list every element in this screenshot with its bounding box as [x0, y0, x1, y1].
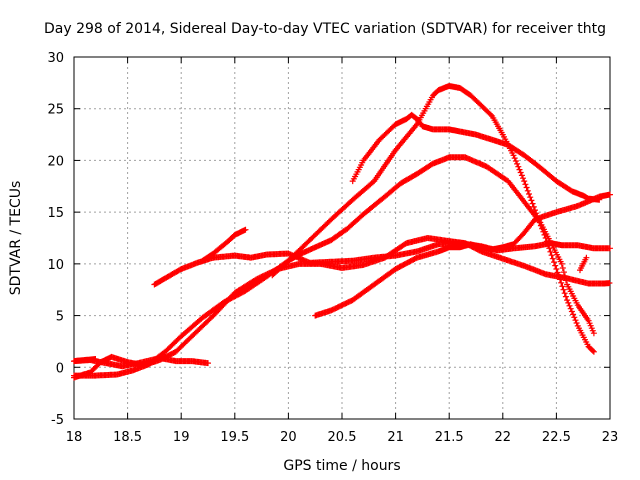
series-markers	[312, 191, 613, 319]
y-axis-label: SDTVAR / TECUs	[8, 181, 24, 296]
series-track-e	[151, 240, 613, 288]
series-track-g	[269, 154, 597, 337]
x-tick-label: 19.5	[220, 430, 249, 445]
series-markers	[151, 240, 613, 288]
x-tick-label: 21	[387, 430, 404, 445]
x-tick-label: 22.5	[542, 430, 571, 445]
x-tick-label: 20.5	[328, 430, 357, 445]
x-tick-label: 21.5	[435, 430, 464, 445]
grid	[74, 57, 610, 419]
y-tick-label: 30	[47, 51, 64, 66]
x-tick-label: 22	[495, 430, 512, 445]
y-tick-label: 20	[47, 154, 64, 169]
x-tick-label: 20	[280, 430, 297, 445]
series-markers	[269, 154, 597, 337]
x-axis-label: GPS time / hours	[283, 458, 400, 474]
series	[71, 83, 613, 381]
series-track-j	[71, 356, 99, 365]
x-tick-label: 19	[173, 430, 190, 445]
series-markers	[71, 356, 99, 365]
y-tick-label: 10	[47, 258, 64, 273]
ticks: 18 18.5 19 19.5 20 20.5 21 21.5 22 22.5 23 -5 0 5 10 15…	[47, 51, 618, 445]
y-tick-label: -5	[51, 413, 64, 428]
series-markers	[71, 83, 597, 379]
x-tick-label: 23	[602, 430, 619, 445]
series-track-a	[71, 83, 597, 379]
x-tick-label: 18	[66, 430, 83, 445]
series-markers	[349, 111, 603, 203]
series-track-i	[577, 254, 590, 274]
y-tick-label: 5	[56, 310, 64, 325]
y-tick-label: 0	[56, 361, 64, 376]
x-tick-label: 18.5	[113, 430, 142, 445]
series-track-f	[312, 191, 613, 319]
series-markers	[577, 254, 590, 274]
y-tick-label: 15	[47, 206, 64, 221]
series-track-h	[349, 111, 603, 203]
chart-title: Day 298 of 2014, Sidereal Day-to-day VTE…	[44, 21, 606, 37]
y-tick-label: 25	[47, 103, 64, 118]
